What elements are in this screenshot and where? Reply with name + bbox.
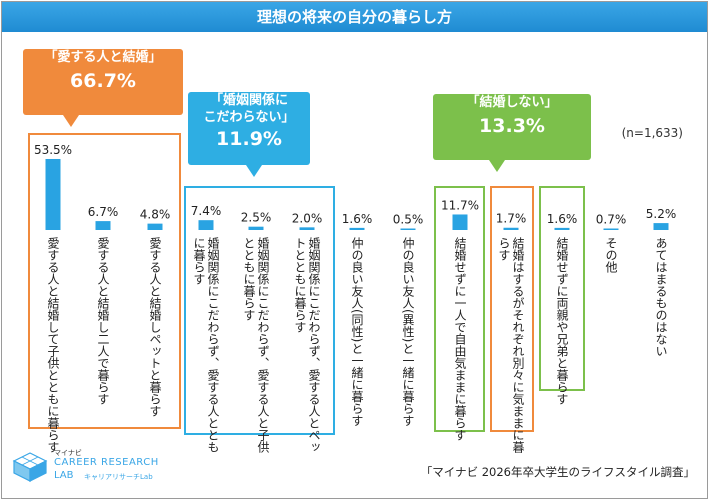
callout-married: 「愛する人と結婚」 66.7% bbox=[23, 49, 183, 127]
category-label-4: 婚姻関係にこだわらず、愛する人と子供 とともに暮らす bbox=[242, 237, 270, 453]
value-label-12: 5.2% bbox=[646, 207, 677, 221]
callout-married-tail bbox=[63, 115, 79, 127]
bar-1 bbox=[95, 221, 111, 230]
logo-main-text: CAREER RESEARCH bbox=[54, 457, 159, 468]
logo: マイナビ CAREER RESEARCH LAB キャリアリサーチLab bbox=[12, 448, 182, 484]
callout-married-label: 「愛する人と結婚」 bbox=[44, 50, 162, 65]
bar-10 bbox=[554, 227, 570, 230]
value-label-7: 0.5% bbox=[393, 213, 424, 227]
value-label-4: 2.5% bbox=[241, 211, 272, 225]
group-box-no-marriage-formality bbox=[184, 186, 335, 435]
callout-not-marrying-label: 「結婚しない」 bbox=[466, 95, 558, 110]
bar-0 bbox=[45, 158, 61, 230]
callout-no-marriage-formality-pct: 11.9% bbox=[216, 128, 282, 150]
bar-5 bbox=[299, 227, 315, 230]
category-label-1: 愛する人と結婚し二人で暮らす bbox=[96, 237, 110, 405]
bar-12 bbox=[653, 223, 669, 230]
category-label-6: 仲の良い友人(同性)と一緒に暮らす bbox=[350, 237, 364, 427]
category-label-9: 結婚はするがそれぞれ別々に気ままに暮 らす bbox=[497, 237, 525, 453]
group-box-with-family bbox=[539, 186, 585, 391]
bar-7 bbox=[400, 228, 416, 230]
logo-brand-small: マイナビ bbox=[54, 449, 82, 457]
value-label-3: 7.4% bbox=[191, 204, 222, 218]
bar-4 bbox=[248, 226, 264, 230]
category-label-11: その他 bbox=[604, 237, 618, 273]
bar-9 bbox=[503, 227, 519, 230]
group-box-separate-living bbox=[490, 186, 534, 432]
bar-3 bbox=[198, 220, 214, 230]
callout-no-marriage-formality-label: 「婚姻関係に こだわらない」 bbox=[203, 93, 295, 125]
callout-not-marrying-tail bbox=[489, 160, 505, 172]
bar-2 bbox=[147, 223, 163, 230]
group-box-married bbox=[28, 133, 181, 429]
group-box-single-alone bbox=[434, 186, 485, 432]
value-label-6: 1.6% bbox=[342, 212, 373, 226]
cube-logo-icon bbox=[12, 452, 48, 482]
logo-sub-text-jp: キャリアリサーチLab bbox=[84, 473, 153, 481]
value-label-11: 0.7% bbox=[596, 213, 627, 227]
value-label-9: 1.7% bbox=[496, 212, 527, 226]
value-label-0: 53.5% bbox=[34, 143, 72, 157]
chart-title: 理想の将来の自分の暮らし方 bbox=[2, 2, 707, 32]
value-label-1: 6.7% bbox=[88, 205, 119, 219]
callout-no-marriage-formality: 「婚姻関係に こだわらない」 11.9% bbox=[188, 92, 310, 177]
category-label-10: 結婚せずに両親や兄弟と暮らす bbox=[555, 237, 569, 405]
category-label-8: 結婚せずに一人で自由気ままに暮らす bbox=[453, 237, 467, 441]
logo-sub-text: LAB bbox=[54, 470, 74, 481]
sample-size-label: (n=1,633) bbox=[621, 126, 683, 140]
callout-not-marrying: 「結婚しない」 13.3% bbox=[433, 94, 591, 172]
bar-11 bbox=[603, 228, 619, 230]
category-label-7: 仲の良い友人(異性)と一緒に暮らす bbox=[401, 237, 415, 427]
value-label-2: 4.8% bbox=[140, 208, 171, 222]
value-label-5: 2.0% bbox=[292, 211, 323, 225]
value-label-8: 11.7% bbox=[441, 198, 479, 212]
category-label-3: 婚姻関係にこだわらず、愛する人ととも に暮らす bbox=[192, 237, 220, 453]
category-label-5: 婚姻関係にこだわらず、愛する人とペッ トとともに暮らす bbox=[293, 237, 321, 453]
category-label-2: 愛する人と結婚しペットと暮らす bbox=[148, 237, 162, 417]
callout-not-marrying-pct: 13.3% bbox=[479, 115, 545, 137]
callout-no-marriage-formality-tail bbox=[246, 165, 262, 177]
callout-married-pct: 66.7% bbox=[70, 70, 136, 92]
bar-6 bbox=[349, 227, 365, 230]
source-note: 「マイナビ 2026年卒大学生のライフスタイル調査」 bbox=[420, 465, 695, 479]
bar-8 bbox=[452, 214, 468, 230]
category-label-12: あてはまるものはない bbox=[654, 237, 668, 357]
category-label-0: 愛する人と結婚して子供とともに暮らす bbox=[46, 237, 60, 453]
value-label-10: 1.6% bbox=[547, 212, 578, 226]
